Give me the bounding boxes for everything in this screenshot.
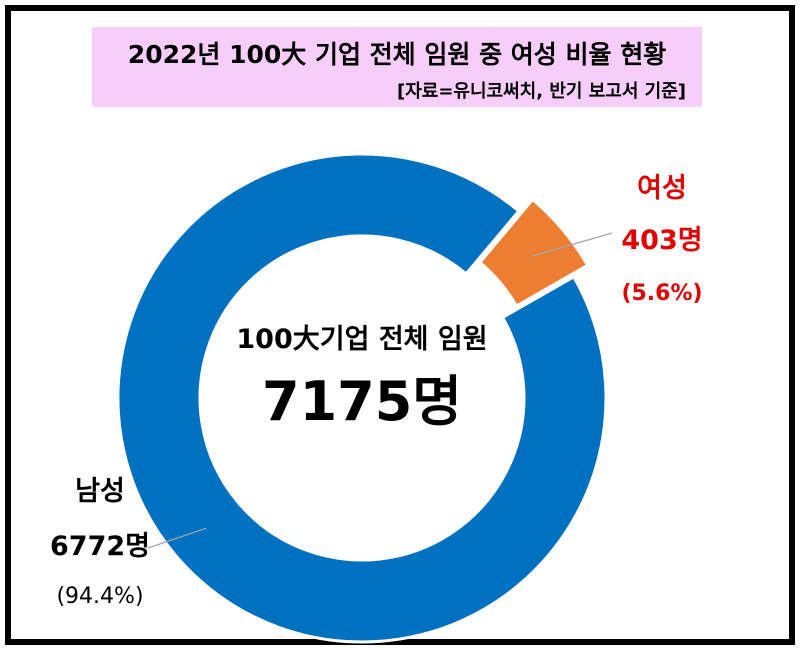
slice-label-female-percent: (5.6%) (621, 281, 702, 306)
leader-line-female (531, 232, 613, 257)
slice-label-male-name: 남성 (75, 476, 125, 507)
slice-label-male-value: 6772명 (50, 531, 150, 562)
slice-label-male-percent: (94.4%) (56, 584, 143, 609)
chart-source: [자료=유니코써치, 반기 보고서 기준] (396, 81, 686, 102)
leader-line-male (147, 527, 207, 549)
center-label: 100大기업 전체 임원 (236, 324, 487, 355)
slice-label-female-value: 403명 (621, 225, 702, 256)
chart-title: 2022년 100大 기업 전체 임원 중 여성 비율 현황 (127, 40, 667, 69)
donut-slice-female (477, 197, 590, 309)
donut-slice-male (116, 152, 608, 644)
slice-label-female-name: 여성 (637, 173, 687, 204)
center-value: 7175명 (262, 370, 462, 433)
title-box: 2022년 100大 기업 전체 임원 중 여성 비율 현황 [자료=유니코써치… (92, 27, 702, 107)
